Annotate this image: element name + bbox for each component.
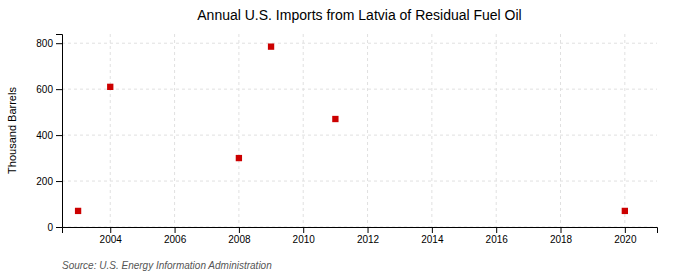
points: [75, 43, 628, 214]
y-axis-tick: 600: [36, 84, 62, 95]
x-axis-tick: 2006: [164, 227, 187, 245]
x-axis-tick-label: 2006: [164, 234, 187, 245]
y-axis-tick: 400: [36, 130, 62, 141]
point: [268, 43, 274, 49]
point: [622, 208, 628, 214]
y-axis-tick-mark: [56, 43, 62, 44]
x-axis-tick: 2008: [228, 227, 251, 245]
x-axis-tick-mark: [432, 227, 433, 233]
grid-line-y: [62, 43, 657, 44]
y-axis-tick: 200: [36, 176, 62, 187]
point: [332, 116, 338, 122]
y-axis-tick-label: 0: [47, 222, 53, 233]
grid-line-x: [303, 34, 304, 227]
x-axis-tick: 2014: [421, 227, 444, 245]
x-axis-tick: 2012: [357, 227, 380, 245]
point: [236, 155, 242, 161]
y-axis-tick-mark: [56, 89, 62, 90]
grid-line-x: [238, 34, 239, 227]
grid-line-x: [110, 34, 111, 227]
y-axis-tick: 800: [36, 38, 62, 49]
point: [75, 208, 81, 214]
x-axis-tick: 2010: [293, 227, 316, 245]
x-axis-tick-mark: [175, 227, 176, 233]
grid-line-x: [431, 34, 432, 227]
title: Annual U.S. Imports from Latvia of Resid…: [197, 7, 521, 23]
x-axis-tick-label: 2008: [228, 234, 251, 245]
grid-line-x: [624, 34, 625, 227]
grid-line-x: [560, 34, 561, 227]
plot: 2004 2006 2008 2010 2012 2014 2016 2018 2020 0 200…: [36, 34, 657, 245]
x-axis-tick-label: 2018: [550, 234, 573, 245]
grid-line-x: [174, 34, 175, 227]
y-axis-tick-label: 400: [36, 130, 53, 141]
x-axis-tick: 2020: [614, 227, 637, 245]
y-axis: 0 200 400 600 800: [36, 35, 62, 233]
y-axis-tick-label: 200: [36, 176, 53, 187]
x-axis-line: [63, 228, 658, 234]
grid-line-x: [496, 34, 497, 227]
grid: [62, 34, 657, 227]
y-axis-tick-mark: [56, 181, 62, 182]
y-axis-tick-mark: [56, 135, 62, 136]
x-axis-tick-mark: [368, 227, 369, 233]
x-axis-tick-label: 2004: [100, 234, 123, 245]
x-axis-tick: 2004: [100, 227, 123, 245]
x-axis: 2004 2006 2008 2010 2012 2014 2016 2018 2020: [63, 227, 658, 245]
y-axis-tick-label: 600: [36, 84, 53, 95]
y-axis-title: Thousand Barrels: [6, 87, 18, 174]
source-note: Source: U.S. Energy Information Administ…: [62, 260, 272, 271]
x-axis-tick-label: 2012: [357, 234, 380, 245]
x-axis-tick-mark: [496, 227, 497, 233]
chart: 2004 2006 2008 2010 2012 2014 2016 2018 2020 0 200…: [0, 0, 675, 275]
grid-line-x: [367, 34, 368, 227]
x-axis-tick-label: 2020: [614, 234, 637, 245]
x-axis-tick-label: 2016: [486, 234, 509, 245]
grid-line-y: [62, 181, 657, 182]
x-axis-tick-mark: [303, 227, 304, 233]
y-axis-tick: 0: [47, 222, 62, 233]
y-axis-tick-mark: [56, 227, 62, 228]
grid-line-y: [62, 135, 657, 136]
x-axis-tick: 2018: [550, 227, 573, 245]
y-axis-line: [56, 35, 63, 228]
grid-line-y: [62, 89, 657, 90]
x-axis-tick-label: 2014: [421, 234, 444, 245]
x-axis-tick-mark: [625, 227, 626, 233]
x-axis-tick-mark: [110, 227, 111, 233]
x-axis-tick: 2016: [486, 227, 509, 245]
point: [107, 84, 113, 90]
x-axis-tick-mark: [561, 227, 562, 233]
y-axis-tick-label: 800: [36, 38, 53, 49]
x-axis-tick-mark: [239, 227, 240, 233]
x-axis-tick-label: 2010: [293, 234, 316, 245]
